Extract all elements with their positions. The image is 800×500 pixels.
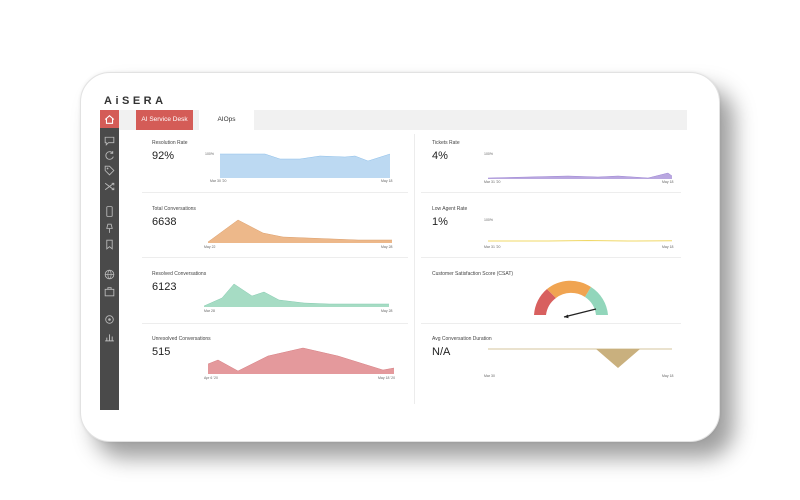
total-conversations-chart [207, 219, 392, 243]
refresh-icon[interactable] [103, 149, 116, 162]
sidebar [100, 110, 119, 410]
gear-icon[interactable] [103, 313, 116, 326]
x-axis-end: May 18 [662, 374, 674, 378]
unresolved-conversations-chart [207, 347, 395, 374]
card-title: Unresolved Conversations [152, 336, 211, 342]
card-title: Total Conversations [152, 206, 196, 212]
card-tickets-rate[interactable]: Tickets Rate 4% 100% Mar 31 '20 May 18 [432, 140, 682, 190]
card-resolved-conversations[interactable]: Resolved Conversations 6123 Mar 28 May 2… [152, 271, 402, 321]
card-title: Tickets Rate [432, 140, 460, 146]
home-icon [104, 114, 115, 124]
card-resolution-rate[interactable]: Resolution Rate 92% 100% Mar 30 '20 May … [152, 140, 402, 190]
dashboard-content: Resolution Rate 92% 100% Mar 30 '20 May … [136, 130, 684, 408]
bookmark-icon[interactable] [103, 238, 116, 251]
row-separator [142, 192, 408, 193]
row-separator [142, 257, 408, 258]
card-avg-conversation-duration[interactable]: Avg Conversation Duration N/A Mar 30 May… [432, 336, 682, 386]
card-value: 4% [432, 150, 448, 162]
tickets-rate-chart [487, 172, 673, 179]
row-separator [421, 323, 681, 324]
chat-icon[interactable] [103, 134, 116, 147]
avg-duration-chart [488, 348, 672, 368]
chart-icon[interactable] [103, 330, 116, 343]
card-value: 6638 [152, 216, 177, 228]
card-value: 6123 [152, 281, 177, 293]
y-axis-label: 100% [484, 152, 493, 156]
card-title: Resolved Conversations [152, 271, 207, 277]
low-agent-rate-chart [488, 239, 673, 242]
card-title: Resolution Rate [152, 140, 188, 146]
y-axis-label: 100% [205, 152, 214, 156]
x-axis-start: Mar 30 [484, 374, 495, 378]
x-axis-end: May 18 [662, 180, 674, 184]
card-value: 92% [152, 150, 175, 162]
card-title: Low Agent Rate [432, 206, 468, 212]
card-title: Avg Conversation Duration [432, 336, 492, 342]
globe-icon[interactable] [103, 268, 116, 281]
x-axis-start: Apr 6 '20 [204, 376, 218, 380]
x-axis-end: May 18 [381, 179, 393, 183]
card-csat[interactable]: Customer Satisfaction Score (CSAT) [432, 271, 682, 321]
row-separator [421, 192, 681, 193]
card-unresolved-conversations[interactable]: Unresolved Conversations 515 Apr 6 '20 M… [152, 336, 402, 386]
x-axis-end: May 18 [662, 245, 674, 249]
row-separator [421, 257, 681, 258]
card-value: N/A [432, 346, 451, 358]
x-axis-start: May 22 [204, 245, 216, 249]
resolution-rate-chart [220, 153, 391, 178]
card-total-conversations[interactable]: Total Conversations 6638 May 22 May 28 [152, 206, 402, 256]
shuffle-icon[interactable] [103, 180, 116, 193]
x-axis-start: Mar 31 '20 [484, 180, 501, 184]
mobile-icon[interactable] [103, 205, 116, 218]
x-axis-end: May 28 [381, 309, 393, 313]
tag-icon[interactable] [103, 164, 116, 177]
column-divider [414, 134, 415, 404]
x-axis-start: Mar 28 [204, 309, 215, 313]
resolved-conversations-chart [203, 283, 389, 307]
briefcase-icon[interactable] [103, 285, 116, 298]
card-title: Customer Satisfaction Score (CSAT) [432, 271, 514, 277]
top-bar: AiSERA [100, 90, 687, 110]
pin-icon[interactable] [103, 222, 116, 235]
card-value: 515 [152, 346, 171, 358]
tab-bar: AI Service Desk AIOps [119, 110, 687, 130]
sidebar-item-home[interactable] [100, 110, 119, 128]
brand-logo[interactable]: AiSERA [104, 95, 167, 107]
y-axis-label: 100% [484, 218, 493, 222]
card-value: 1% [432, 216, 448, 228]
tab-aiops[interactable]: AIOps [199, 110, 254, 130]
tab-ai-service-desk[interactable]: AI Service Desk [136, 110, 193, 130]
x-axis-end: May 18 '20 [378, 376, 396, 380]
x-axis-start: Mar 30 '20 [210, 179, 227, 183]
x-axis-start: Mar 31 '20 [484, 245, 501, 249]
app-screen: AiSERA AI Service Desk AIOps Re [100, 90, 687, 410]
card-low-agent-rate[interactable]: Low Agent Rate 1% 100% Mar 31 '20 May 18 [432, 206, 682, 256]
csat-gauge [534, 280, 608, 319]
x-axis-end: May 28 [381, 245, 393, 249]
row-separator [142, 323, 408, 324]
